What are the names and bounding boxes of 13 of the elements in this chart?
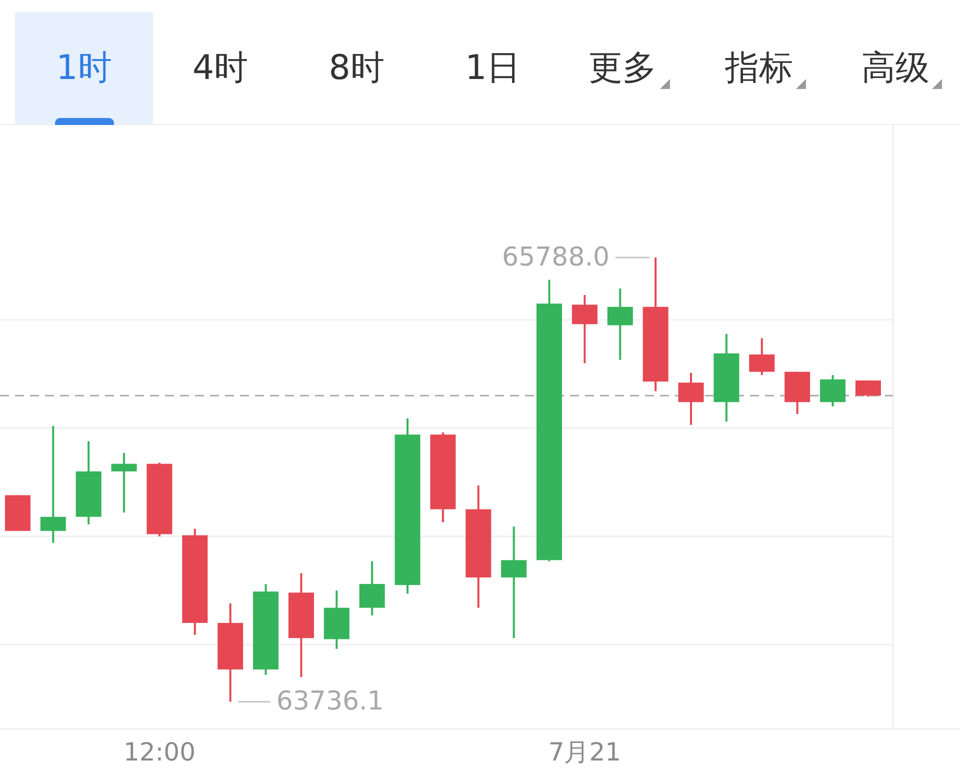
text: 1时 [56, 48, 112, 88]
text: 高级 [861, 48, 930, 88]
candlestick [40, 424, 66, 544]
x-tick-label: 12:00 [123, 738, 196, 766]
text: 更多 [588, 48, 657, 88]
candlestick [111, 452, 137, 514]
text: 1日 [465, 48, 521, 88]
x-tick-label: 7月21 [548, 738, 622, 766]
annotation: 63736.1 [276, 686, 384, 717]
text: 指标 [725, 48, 793, 88]
text: 4时 [192, 48, 248, 88]
text: 8时 [328, 48, 384, 88]
annotation: 65788.0 [502, 242, 610, 272]
